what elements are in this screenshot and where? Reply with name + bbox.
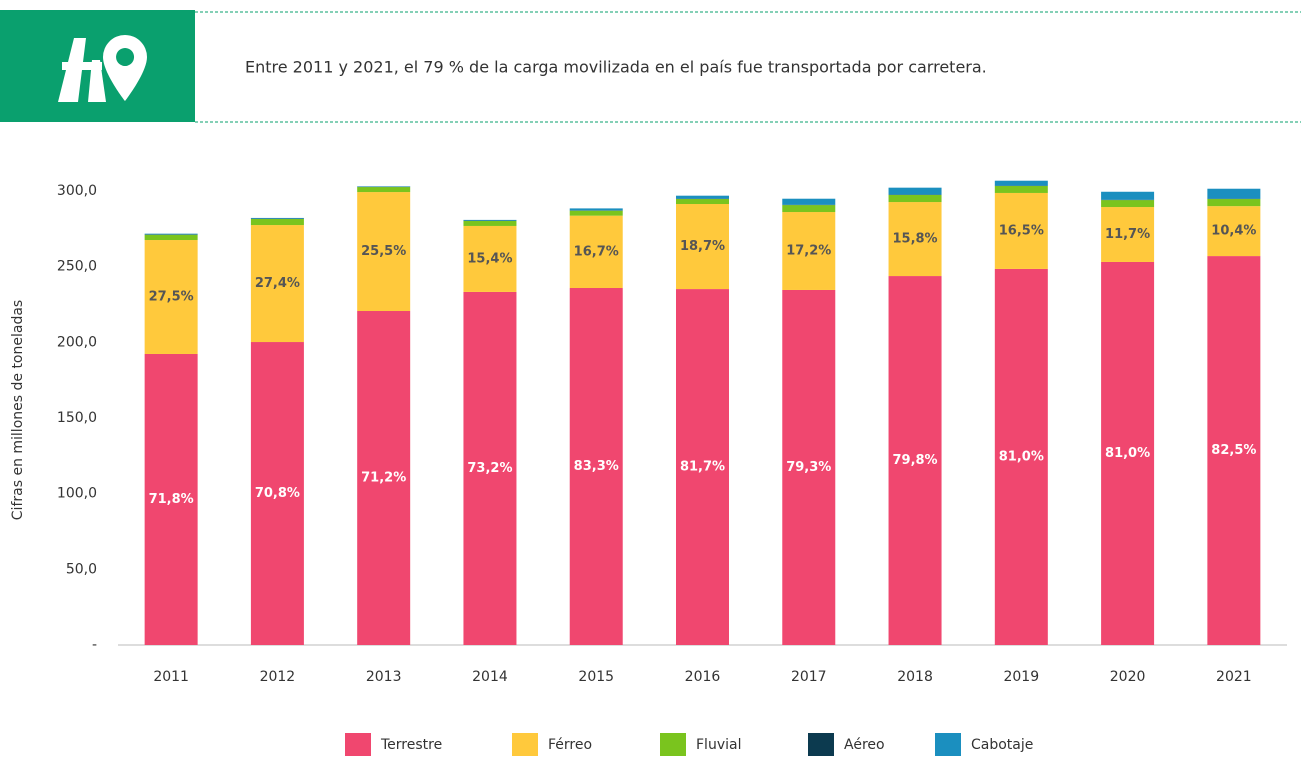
data-label: 27,4% [255,276,300,291]
data-label: 71,8% [149,492,194,507]
bar-segment [145,235,198,240]
bar-segment [463,221,516,226]
data-label: 18,7% [680,239,725,254]
legend-label: Aéreo [844,737,885,753]
x-tick-label: 2013 [366,669,402,685]
data-label: 83,3% [574,459,619,474]
y-tick-label: 50,0 [66,561,97,577]
data-label: 81,0% [1105,446,1150,461]
y-tick-label: 250,0 [57,259,97,275]
bar-segment [1101,192,1154,200]
legend-label: Férreo [548,737,592,753]
x-tick-label: 2015 [578,669,614,685]
x-tick-label: 2017 [791,669,827,685]
x-tick-label: 2016 [685,669,721,685]
legend-swatch [660,733,686,756]
data-label: 25,5% [361,244,406,259]
y-tick-label: 300,0 [57,183,97,199]
bar-segment [357,187,410,192]
data-label: 16,5% [999,223,1044,238]
legend-label: Cabotaje [971,737,1033,753]
y-axis-label: Cifras en millones de toneladas [10,300,26,520]
bar-segment [145,234,198,235]
bar-segment [570,208,623,210]
x-tick-label: 2012 [260,669,296,685]
bar-segment [676,196,729,199]
x-tick-label: 2019 [1003,669,1039,685]
bar-segment [251,218,304,219]
legend-swatch [345,733,371,756]
data-label: 15,4% [467,251,512,266]
bar-segment [782,205,835,212]
bar-segment [1207,199,1260,206]
legend-label: Terrestre [380,737,442,753]
data-label: 15,8% [892,232,937,247]
header-text: Entre 2011 y 2021, el 79 % de la carga m… [245,58,987,77]
bar-segment [251,219,304,225]
data-label: 70,8% [255,486,300,501]
data-label: 17,2% [786,244,831,259]
y-tick-label: - [92,637,97,653]
legend-swatch [512,733,538,756]
bar-segment [1101,200,1154,207]
x-tick-label: 2014 [472,669,508,685]
data-label: 73,2% [467,461,512,476]
data-label: 10,4% [1211,224,1256,239]
legend-swatch [935,733,961,756]
bar-segment [995,181,1048,186]
data-label: 81,0% [999,449,1044,464]
data-label: 79,8% [892,453,937,468]
data-label: 82,5% [1211,443,1256,458]
data-label: 27,5% [149,290,194,305]
data-label: 79,3% [786,460,831,475]
y-tick-label: 100,0 [57,486,97,502]
y-tick-label: 200,0 [57,334,97,350]
data-label: 71,2% [361,471,406,486]
legend-swatch [808,733,834,756]
bar-segment [889,195,942,202]
data-label: 16,7% [574,244,619,259]
bar-segment [676,199,729,204]
x-tick-label: 2021 [1216,669,1252,685]
data-label: 11,7% [1105,227,1150,242]
bar-segment [782,199,835,205]
x-tick-label: 2011 [153,669,189,685]
data-label: 81,7% [680,460,725,475]
legend-label: Fluvial [696,737,741,753]
bar-segment [463,220,516,221]
bar-segment [995,186,1048,193]
x-tick-label: 2018 [897,669,933,685]
bar-segment [1207,189,1260,199]
bar-segment [889,188,942,195]
x-tick-label: 2020 [1110,669,1146,685]
bar-segment [570,211,623,216]
y-tick-label: 150,0 [57,410,97,426]
